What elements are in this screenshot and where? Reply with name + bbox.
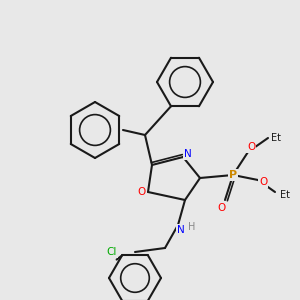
Text: O: O <box>247 142 255 152</box>
Text: O: O <box>218 203 226 213</box>
Text: P: P <box>229 170 237 180</box>
Text: N: N <box>177 225 185 235</box>
Text: Cl: Cl <box>106 247 117 256</box>
Text: H: H <box>188 222 196 232</box>
Text: Et: Et <box>280 190 290 200</box>
Text: N: N <box>184 149 192 159</box>
Text: Et: Et <box>271 133 281 143</box>
Text: O: O <box>259 177 267 187</box>
Text: O: O <box>137 187 145 197</box>
